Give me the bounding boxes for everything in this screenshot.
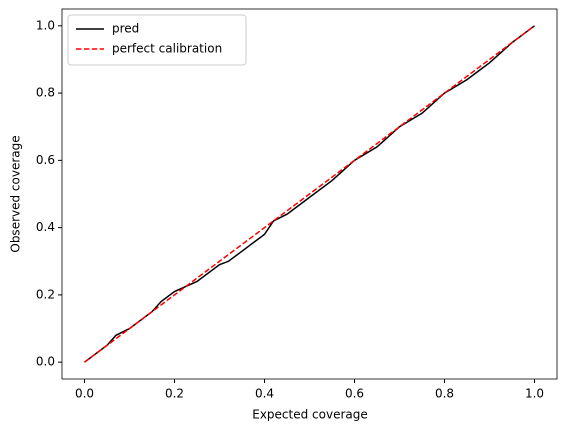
- x-tick-label: 1.0: [525, 387, 544, 401]
- x-tick-label: 0.4: [255, 387, 274, 401]
- line-series: [84, 25, 535, 363]
- y-tick-label: 0.4: [36, 220, 55, 234]
- y-axis-label: Observed coverage: [9, 135, 23, 252]
- y-tick-label: 0.6: [36, 153, 55, 167]
- x-tick-label: 0.8: [435, 387, 454, 401]
- y-tick-label: 0.2: [36, 287, 55, 301]
- y-tick-label: 0.0: [36, 355, 55, 369]
- x-axis-label: Expected coverage: [252, 408, 368, 422]
- legend-label: perfect calibration: [112, 42, 222, 56]
- legend-label: pred: [112, 22, 139, 36]
- plot-frame: [61, 8, 558, 380]
- y-tick-label: 1.0: [36, 18, 55, 32]
- x-tick-label: 0.6: [345, 387, 364, 401]
- y-tick-label: 0.8: [36, 86, 55, 100]
- legend-box: [67, 14, 247, 66]
- x-tick-label: 0.0: [75, 387, 94, 401]
- x-tick-label: 0.2: [165, 387, 184, 401]
